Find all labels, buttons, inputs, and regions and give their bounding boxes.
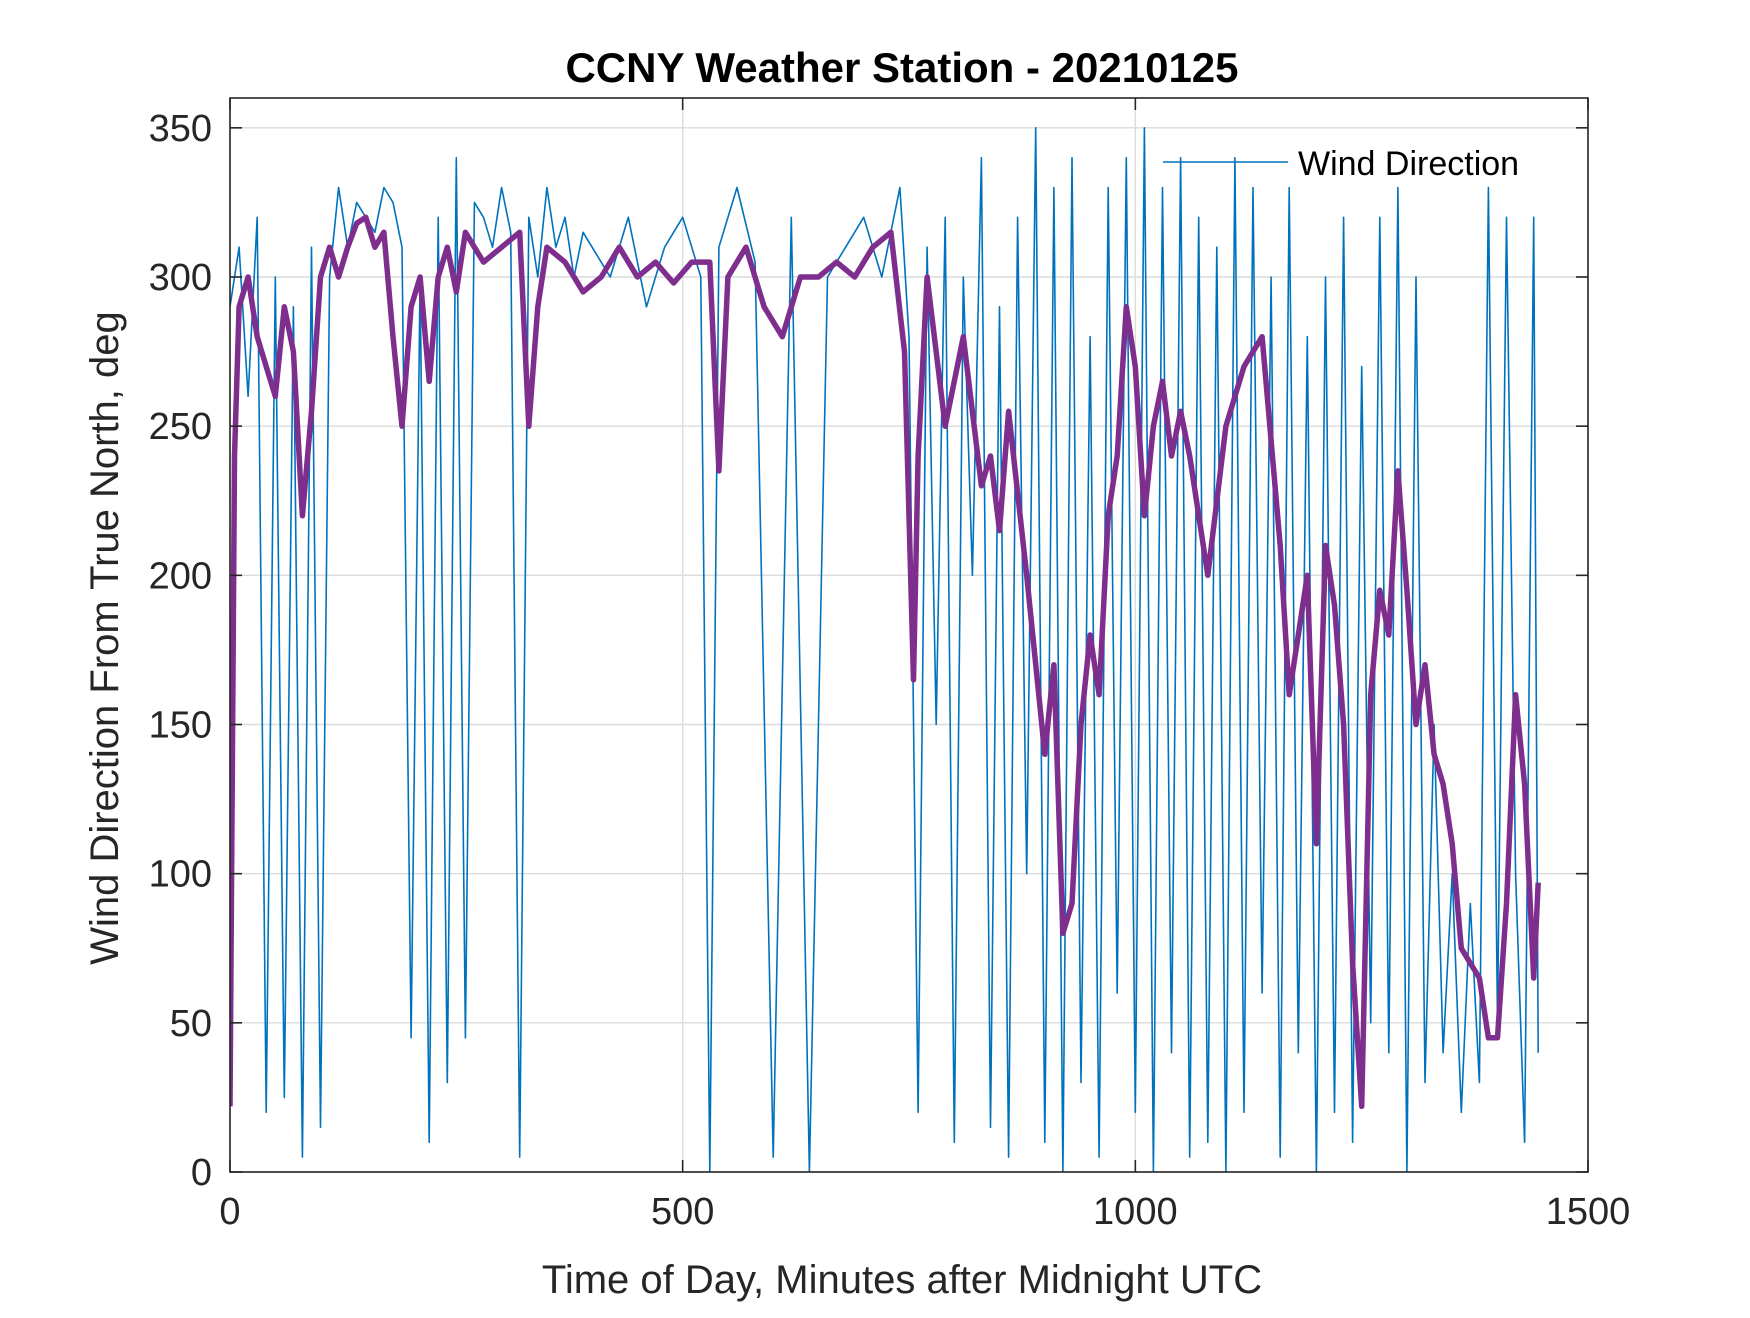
x-tick-label: 1500 [1546,1191,1631,1233]
tick-labels: 0 500 1000 1500 0 50 100 150 200 250 300 350 [149,108,1631,1233]
x-tick-label: 0 [219,1191,240,1233]
tick-marks [229,98,1589,1173]
legend-label-wind-direction: Wind Direction [1298,145,1519,183]
x-axis-label: Time of Day, Minutes after Midnight UTC [542,1258,1262,1302]
chart-title: CCNY Weather Station - 20210125 [565,44,1238,91]
y-tick-label: 200 [149,555,212,597]
x-tick-label: 500 [651,1191,714,1233]
series-line-running-mean [230,214,1541,1110]
y-tick-label: 350 [149,108,212,150]
y-tick-label: 300 [149,257,212,299]
y-tick-label: 50 [170,1003,212,1045]
y-axis-label: Wind Direction From True North, deg [83,311,127,965]
y-tick-label: 150 [149,705,212,747]
y-tick-label: 250 [149,406,212,448]
y-tick-label: 0 [191,1152,212,1194]
series-line-wind-direction [230,127,1539,1172]
legend[interactable]: Wind Direction [1163,145,1519,183]
x-tick-label: 1000 [1093,1191,1178,1233]
axes-frame [229,97,1589,1173]
y-tick-label: 100 [149,854,212,896]
series-layer [230,127,1541,1172]
